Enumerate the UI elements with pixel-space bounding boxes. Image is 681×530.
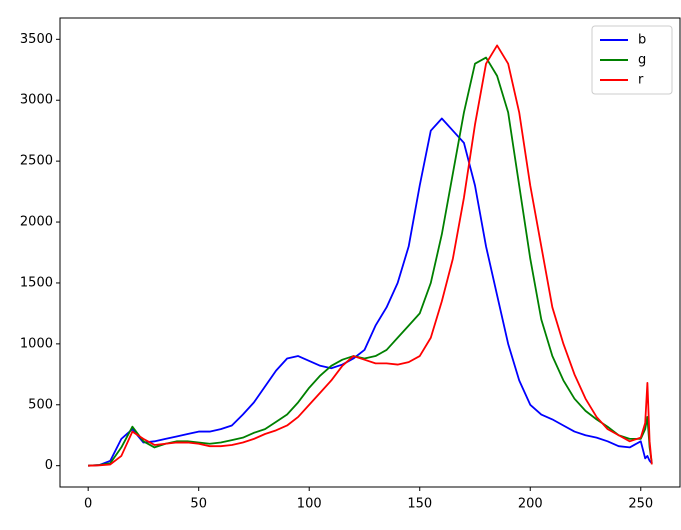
x-tick-label: 0 — [84, 497, 92, 512]
line-series — [88, 56, 653, 467]
x-tick-label: 200 — [518, 497, 543, 512]
legend-label: b — [638, 33, 646, 48]
y-tick-label: 3500 — [20, 32, 53, 47]
y-tick-label: 0 — [45, 458, 53, 473]
x-tick-label: 250 — [628, 497, 653, 512]
legend-box — [591, 25, 673, 95]
legend-label: g — [638, 53, 646, 68]
y-tick-label: 2500 — [20, 154, 53, 169]
plot-frame — [59, 17, 681, 488]
y-tick-label: 3000 — [20, 93, 53, 108]
y-tick-label: 500 — [28, 397, 53, 412]
y-tick-label: 2000 — [20, 215, 53, 230]
x-tick-label: 50 — [190, 497, 207, 512]
legend-label: r — [638, 73, 644, 88]
x-tick-label: 150 — [407, 497, 432, 512]
y-tick-label: 1500 — [20, 275, 53, 290]
line-series — [88, 117, 653, 467]
line-series — [88, 44, 653, 467]
y-tick-label: 1000 — [20, 336, 53, 351]
x-tick-label: 100 — [297, 497, 322, 512]
